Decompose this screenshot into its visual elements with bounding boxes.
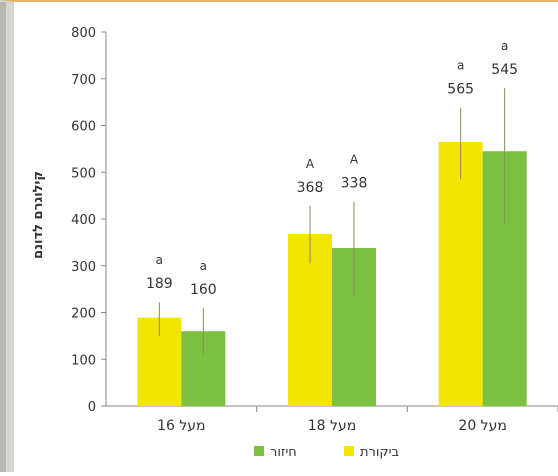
significance-letter: a <box>156 253 163 267</box>
value-label: 338 <box>341 176 368 192</box>
significance-letter: A <box>306 157 315 171</box>
y-axis-label: קילוגרם לדונם <box>31 171 46 259</box>
significance-letter: a <box>457 59 464 73</box>
legend: חיזור ביקורת <box>254 445 399 460</box>
y-tick-label: 200 <box>71 307 96 322</box>
significance-letter: A <box>350 153 359 167</box>
x-tick-label: מעל 18 <box>308 418 357 434</box>
y-tick-label: 600 <box>71 120 96 135</box>
y-tick-label: 400 <box>71 213 96 228</box>
value-label: 545 <box>491 62 518 78</box>
chart-labels: 189 a 368 A 565 a 160 a 338 A 545 a <box>146 39 518 298</box>
legend-label: ביקורת <box>360 445 399 460</box>
value-label: 160 <box>190 282 217 298</box>
value-label: 189 <box>146 276 173 292</box>
y-tick-label: 0 <box>88 400 96 415</box>
legend-swatch <box>344 446 354 456</box>
legend-label: חיזור <box>270 445 297 460</box>
bar-chart: 0 100 200 300 400 500 600 700 800 מעל 16 מעל 18 מעל… <box>31 26 558 460</box>
value-label: 368 <box>297 180 324 196</box>
y-tick-label: 100 <box>71 353 96 368</box>
y-tick-label: 700 <box>71 73 96 88</box>
bar <box>438 141 483 407</box>
significance-letter: a <box>501 39 508 53</box>
x-tick-label: מעל 20 <box>458 418 507 434</box>
y-tick-label: 500 <box>71 166 96 181</box>
y-tick-label: 800 <box>71 26 96 41</box>
chart-bars <box>137 88 527 407</box>
legend-swatch <box>254 446 264 456</box>
x-tick-label: מעל 16 <box>157 418 206 434</box>
y-tick-label: 300 <box>71 260 96 275</box>
value-label: 565 <box>447 82 474 98</box>
significance-letter: a <box>200 259 207 273</box>
